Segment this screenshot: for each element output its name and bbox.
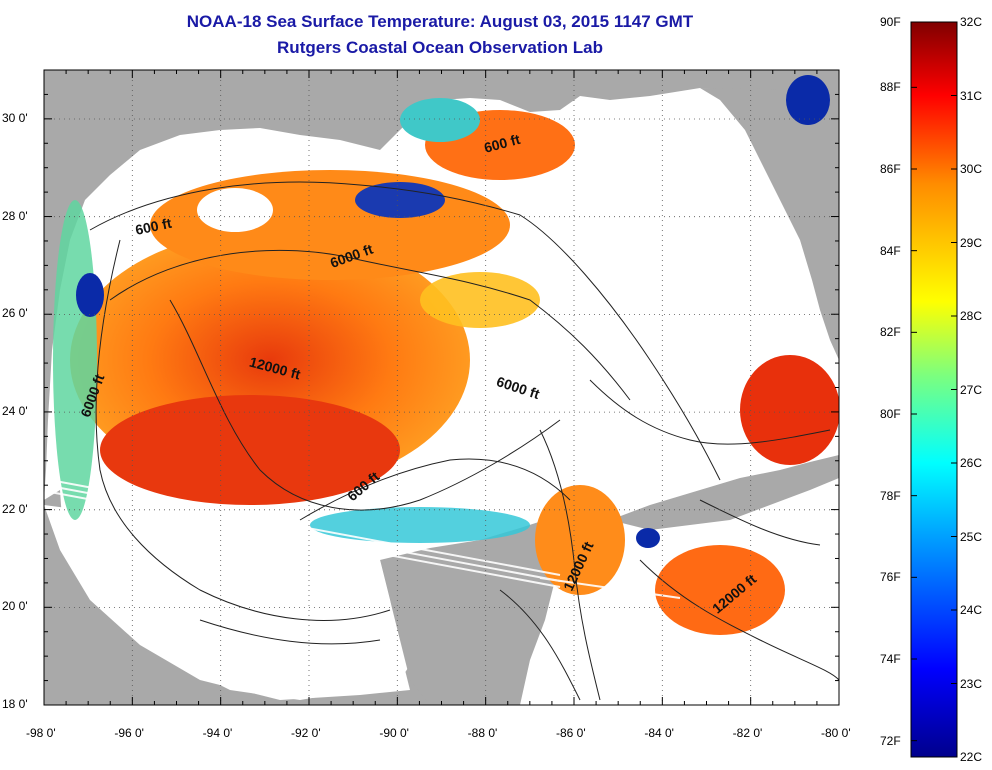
colorbar-fahrenheit-label: 72F xyxy=(880,733,901,748)
colorbar-celsius-label: 27C xyxy=(960,382,983,397)
land-florida xyxy=(700,88,839,360)
x-tick-label: -80 0' xyxy=(821,726,851,740)
colorbar-ticks xyxy=(911,21,957,758)
colorbar-fahrenheit-label: 82F xyxy=(880,325,901,340)
sst-hot-south xyxy=(100,395,400,505)
sst-warm-yucatan-channel xyxy=(535,485,625,595)
x-tick-label: -88 0' xyxy=(467,726,498,740)
y-tick-label: 20 0' xyxy=(2,599,28,614)
y-tick-label: 22 0' xyxy=(2,501,28,516)
sst-white-hole-north xyxy=(197,188,273,232)
colorbar-fahrenheit-label: 86F xyxy=(880,162,901,176)
sst-hot-florida-straits xyxy=(740,355,839,465)
y-tick-label: 24 0' xyxy=(2,403,28,418)
x-tick-label: -86 0' xyxy=(556,726,586,740)
sst-warm-cuba-west xyxy=(655,545,785,635)
x-tick-label: -82 0' xyxy=(732,726,763,740)
swath-gap xyxy=(49,479,681,599)
sst-cool-fringe-south xyxy=(310,507,530,543)
x-tick-label: -90 0' xyxy=(379,726,409,740)
tick-marks xyxy=(43,69,840,706)
depth-contour-label: 600 ft xyxy=(134,215,173,238)
colorbar xyxy=(910,21,958,758)
map-subtitle: Rutgers Coastal Ocean Observation Lab xyxy=(277,38,603,57)
sst-mid-northeast xyxy=(420,272,540,328)
land-cuba xyxy=(610,455,839,530)
colorbar-fahrenheit-label: 90F xyxy=(880,15,901,29)
sst-cold-yucatan xyxy=(636,528,660,548)
colorbar-celsius-label: 32C xyxy=(960,15,983,29)
colorbar-fahrenheit-label: 84F xyxy=(880,243,901,258)
land-us-north xyxy=(44,70,839,500)
sst-cold-texas xyxy=(76,273,104,317)
colorbar-celsius-label: 30C xyxy=(960,162,983,176)
sst-cool-fringe-west xyxy=(53,200,97,520)
x-tick-label: -94 0' xyxy=(202,726,233,740)
colorbar-fahrenheit-label: 88F xyxy=(880,80,901,95)
sst-cold-louisiana xyxy=(355,182,445,218)
colorbar-fahrenheit-label: 80F xyxy=(880,407,901,421)
sst-cool-north xyxy=(400,98,480,142)
colorbar-celsius-label: 22C xyxy=(960,750,983,764)
colorbar-celsius-label: 31C xyxy=(960,88,983,103)
colorbar-celsius-label: 28C xyxy=(960,309,983,323)
colorbar-celsius-label: 24C xyxy=(960,603,983,617)
x-tick-label: -92 0' xyxy=(291,726,321,740)
x-tick-label: -84 0' xyxy=(644,726,674,740)
clouded-southwest xyxy=(44,505,410,700)
y-tick-label: 28 0' xyxy=(2,208,28,223)
y-tick-label: 18 0' xyxy=(2,697,28,711)
colorbar-celsius-label: 23C xyxy=(960,676,983,691)
y-tick-label: 30 0' xyxy=(2,110,28,125)
graticule xyxy=(44,70,839,705)
sst-cold-florida xyxy=(786,75,830,125)
colorbar-celsius-label: 25C xyxy=(960,529,983,544)
colorbar-fahrenheit-label: 74F xyxy=(880,652,901,666)
x-tick-label: -96 0' xyxy=(114,726,144,740)
colorbar-celsius-label: 26C xyxy=(960,456,983,470)
colorbar-fahrenheit-label: 76F xyxy=(880,570,901,585)
map-title: NOAA-18 Sea Surface Temperature: August … xyxy=(186,12,694,31)
colorbar-fahrenheit-label: 78F xyxy=(880,488,901,503)
colorbar-celsius-label: 29C xyxy=(960,235,983,250)
depth-contours xyxy=(89,181,839,701)
y-tick-label: 26 0' xyxy=(2,306,28,321)
x-tick-label: -98 0' xyxy=(26,726,56,740)
